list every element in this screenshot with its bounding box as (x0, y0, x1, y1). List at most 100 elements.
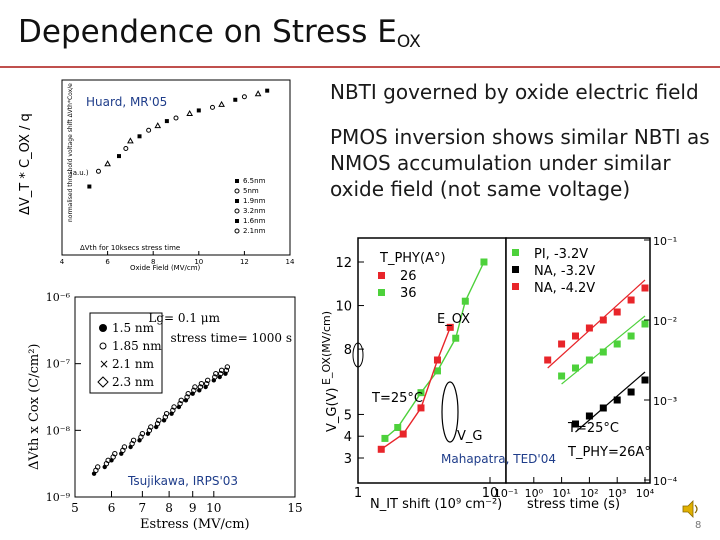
chart-inset-xlabel: stress time (s) (527, 497, 620, 512)
chart-tsujikawa-ylabel: ΔVth x Cox (C/cm²) (27, 344, 42, 471)
chart-inset-ytick-label: 10⁻¹ (653, 235, 677, 248)
chart-huard-point (196, 108, 201, 113)
chart-mahapatra-series-marker (512, 249, 519, 256)
chart-huard-xtick-label: 10 (194, 258, 203, 266)
chart-mahapatra-vg-label: V_G (457, 429, 482, 444)
chart-tsujikawa-annotation-lg: Lg= 0.1 μm (148, 311, 220, 325)
chart-inset-point (572, 420, 579, 428)
chart-inset-fit-line (547, 279, 646, 369)
chart-tsujikawa-xtick-label: 15 (287, 501, 302, 515)
chart-inset-fit-line (575, 371, 646, 433)
chart-huard-legend-marker (234, 208, 240, 214)
chart-inset-point (627, 296, 635, 304)
chart-inset-point (572, 332, 579, 340)
chart-inset-point (613, 396, 621, 404)
chart-inset-xtick-label: 10² (580, 487, 598, 500)
chart-mahapatra-series-label: NA, -4.2V (534, 281, 595, 296)
chart-huard-frame (61, 79, 291, 256)
slide-title: Dependence on Stress EOX (18, 14, 421, 52)
chart-mahapatra-ytick-label: 10 (335, 300, 352, 315)
chart-tsujikawa-point (170, 407, 176, 414)
chart-tsujikawa-xtick-label: 7 (139, 501, 147, 515)
chart-huard-legend-marker (234, 188, 240, 194)
chart-huard-point (186, 109, 194, 116)
chart-huard-point (87, 184, 92, 189)
chart-tsujikawa-point (162, 414, 169, 420)
chart-inset-xtick-label: 10³ (608, 487, 626, 500)
chart-huard-xtick-label: 6 (105, 258, 110, 266)
speaker-icon[interactable] (680, 498, 702, 520)
chart-mahapatra-eox-label: E_OX (437, 312, 470, 327)
chart-inset-point (641, 376, 649, 384)
chart-mahapatra-ytick-label: 8 (344, 343, 352, 358)
chart-huard-xtick-label: 4 (60, 258, 65, 266)
chart-mahapatra-point (480, 258, 488, 266)
chart-mahapatra-tphy-title: T_PHY(A°) (379, 251, 446, 266)
chart-tsujikawa-point (130, 437, 137, 444)
chart-huard-x-ticks: 4 6 8 10 12 14 (60, 251, 295, 266)
chart-inset-temp: T=25°C (567, 421, 619, 436)
chart-tsujikawa-xtick-label: 8 (165, 501, 173, 515)
chart-mahapatra-legend: T_PHY(A°) 26 36 PI, -3.2V NA, -3.2V NA, -4.2V (378, 247, 595, 301)
chart-inset-ytick-label: 10⁻³ (653, 395, 677, 408)
chart-huard-xlabel: Oxide Field (MV/cm) (130, 264, 201, 272)
chart-mahapatra-series-marker (512, 283, 519, 290)
chart-huard-legend-marker (235, 199, 239, 203)
chart-huard-point (127, 137, 134, 144)
chart-mahapatra-xlabel: N_IT shift (10⁹ cm⁻²) (370, 497, 502, 512)
chart-huard-point (146, 127, 152, 133)
chart-inset-point (544, 356, 552, 364)
chart-huard-xtick-label: 12 (240, 258, 249, 266)
chart-huard-point (104, 160, 111, 167)
chart-huard-legend-marker (235, 179, 239, 183)
chart-tsujikawa-point (94, 464, 101, 470)
chart-tsujikawa-xtick-label: 10 (206, 501, 221, 515)
chart-tsujikawa-legend: 1.5 nm 1.85 nm× 2.1 nm 2.3 nm (89, 312, 163, 394)
chart-huard-point (233, 97, 238, 102)
chart-inset-point (599, 404, 607, 412)
chart-mahapatra-ylabel: V_G(V) (325, 387, 340, 432)
chart-huard-legend-label: 6.5nm (243, 177, 266, 185)
chart-mahapatra-point (394, 424, 402, 432)
chart-mahapatra-point (433, 356, 441, 364)
chart-huard-xtick-label: 14 (286, 258, 295, 266)
chart-tsujikawa-point (191, 387, 197, 394)
chart-tsujikawa-point (163, 410, 170, 417)
chart-mahapatra-eox-ellipse (352, 342, 364, 368)
chart-tsujikawa-point (192, 384, 198, 390)
slide-title-text: Dependence on Stress E (18, 14, 397, 50)
chart-mahapatra-ytick-label: 5 (344, 408, 352, 423)
chart-tsujikawa-legend-label: 2.1 nm (112, 357, 155, 371)
chart-tsujikawa-point (212, 374, 218, 380)
citation-tsujikawa: Tsujikawa, IRPS'03 (128, 474, 239, 488)
chart-huard-point (123, 145, 129, 151)
chart-tsujikawa-ytick-label: 10⁻⁸ (46, 424, 71, 437)
chart-mahapatra-xtick-label: 10 (482, 486, 499, 501)
chart-mahapatra-tphy-label: 26 (400, 269, 417, 284)
chart-huard-point (154, 122, 162, 129)
chart-huard-point (173, 115, 179, 121)
chart-mahapatra-xtick-label: 1 (354, 486, 362, 501)
chart-inset-xtick-label: 10⁰ (525, 487, 544, 500)
chart-huard-legend: 6.5nm 5nm 1.9nm 3.2nm 1.6nm 2.1nm (234, 177, 266, 235)
chart-huard-point (209, 104, 215, 110)
chart-inset-xtick-label: 10¹ (552, 487, 570, 500)
chart-tsujikawa-point (178, 397, 184, 404)
chart-mahapatra-vg-ellipse (441, 381, 459, 443)
chart-tsujikawa-legend-label: 2.3 nm (112, 375, 155, 389)
chart-huard-point (117, 154, 121, 159)
chart-tsujikawa-point (205, 377, 211, 384)
chart-inset-point (613, 340, 621, 348)
chart-huard-xtick-label: 8 (151, 258, 155, 266)
chart-tsujikawa-legend-label: 1.5 nm (112, 321, 155, 335)
chart-tsujikawa-point (217, 370, 224, 377)
chart-mahapatra-tphy-marker (378, 289, 385, 296)
chart-huard-point (218, 100, 225, 107)
chart-inset-point (585, 412, 593, 420)
chart-inset-point (585, 324, 593, 332)
chart-tsujikawa-point (198, 380, 205, 387)
chart-tsujikawa-ytick-label: 10⁻⁶ (46, 291, 71, 304)
chart-huard-legend-label: 2.1nm (243, 227, 266, 235)
